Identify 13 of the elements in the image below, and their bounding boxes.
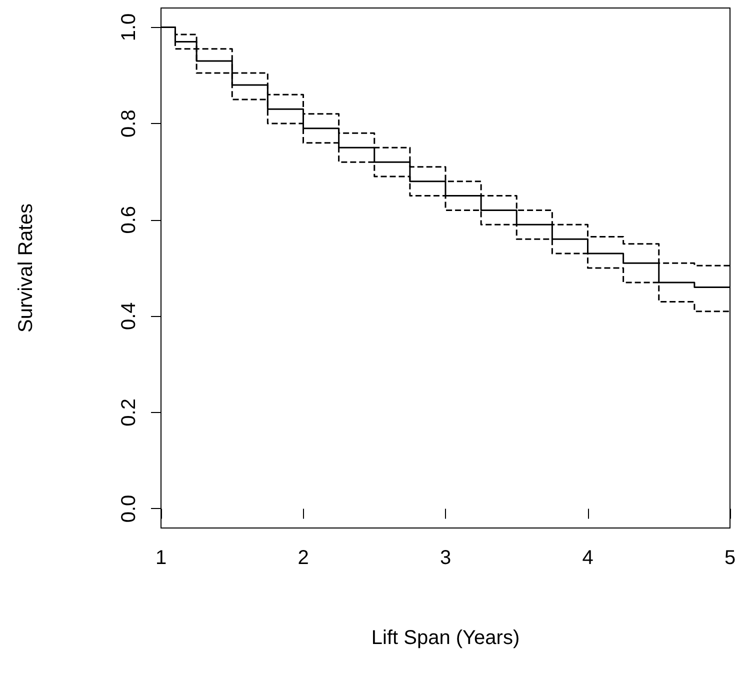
y-tick-label: 0.0 xyxy=(118,494,140,523)
x-tick-label: 1 xyxy=(155,547,167,569)
x-tick-label: 3 xyxy=(440,547,452,569)
y-tick-label: 0.6 xyxy=(118,206,140,234)
x-tick-label: 4 xyxy=(582,547,594,569)
x-tick-label: 2 xyxy=(298,547,309,569)
y-tick-label: 0.4 xyxy=(118,302,140,330)
x-axis-title: Lift Span (Years) xyxy=(371,627,520,649)
x-tick-label: 5 xyxy=(724,547,736,569)
y-axis-title: Survival Rates xyxy=(15,204,37,332)
y-tick-label: 0.2 xyxy=(118,398,140,426)
y-tick-label: 1.0 xyxy=(118,13,140,42)
y-tick-label: 0.8 xyxy=(118,110,140,138)
